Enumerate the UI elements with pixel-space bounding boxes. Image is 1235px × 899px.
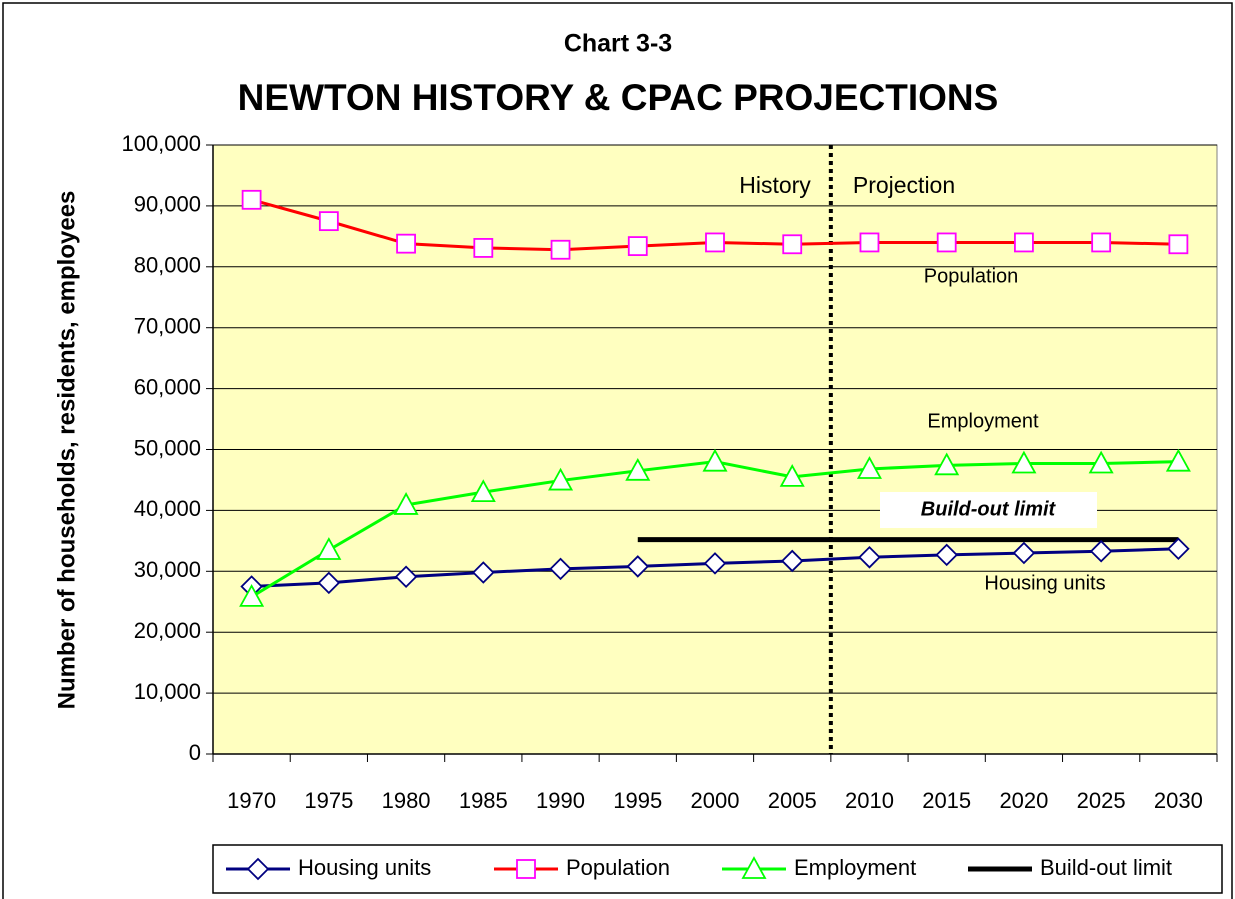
data-point <box>935 543 958 567</box>
y-tick-label: 10,000 <box>134 679 201 704</box>
legend-marker <box>741 856 767 879</box>
legend-item: Employment <box>722 855 916 880</box>
annotation: Build-out limit <box>921 498 1057 520</box>
x-tick-label: 2010 <box>845 788 894 813</box>
annotation: Projection <box>853 172 955 198</box>
legend-box <box>212 844 1223 894</box>
data-point <box>241 189 262 210</box>
y-tick-label: 60,000 <box>134 374 201 399</box>
legend-label: Population <box>566 855 670 880</box>
annotation: Housing units <box>984 572 1105 594</box>
x-tick-label: 1985 <box>459 788 508 813</box>
data-point <box>1014 232 1034 253</box>
data-point <box>780 549 804 573</box>
legend-marker <box>516 859 536 879</box>
data-point <box>1168 234 1189 255</box>
x-tick-label: 2020 <box>999 788 1048 813</box>
data-point <box>1165 448 1191 472</box>
data-point <box>470 479 496 503</box>
annotation: Population <box>924 265 1019 287</box>
data-point <box>779 464 805 487</box>
data-point <box>858 546 881 569</box>
legend-label: Employment <box>794 855 916 880</box>
data-point <box>550 239 571 260</box>
data-point <box>627 236 648 256</box>
data-point <box>856 456 882 479</box>
x-tick-label: 2025 <box>1077 788 1126 813</box>
data-point <box>702 448 728 472</box>
y-tick-label: 100,000 <box>121 131 201 156</box>
data-point <box>1167 537 1190 561</box>
x-tick-label: 1990 <box>536 788 585 813</box>
y-tick-label: 20,000 <box>134 618 201 643</box>
data-point <box>703 552 727 575</box>
data-point <box>396 233 416 254</box>
data-point <box>705 232 725 253</box>
data-point <box>316 537 342 560</box>
data-point <box>1091 232 1112 253</box>
data-point <box>239 584 265 607</box>
data-point <box>1088 450 1114 474</box>
data-point <box>472 561 495 584</box>
data-point <box>1011 450 1037 474</box>
data-point <box>625 457 651 481</box>
legend-label: Housing units <box>298 855 431 880</box>
data-point <box>473 238 494 258</box>
data-point <box>549 557 572 581</box>
data-point <box>1012 541 1036 565</box>
legend-label: Build-out limit <box>1040 855 1172 880</box>
x-tick-label: 1980 <box>382 788 431 813</box>
y-tick-label: 90,000 <box>134 192 201 217</box>
data-point <box>548 467 574 491</box>
data-point <box>318 211 339 232</box>
y-tick-label: 30,000 <box>134 557 201 582</box>
data-point <box>934 452 960 476</box>
legend-item: Build-out limit <box>968 855 1172 880</box>
legend-item: Housing units <box>226 855 431 881</box>
data-point <box>1089 539 1113 563</box>
data-point <box>626 555 650 578</box>
y-axis-label: Number of households, residents, employe… <box>53 191 80 710</box>
legend-marker <box>246 857 270 881</box>
x-tick-label: 1970 <box>227 788 276 813</box>
annotation-box <box>880 492 1097 528</box>
y-tick-label: 80,000 <box>134 253 201 278</box>
legend-item: Population <box>494 855 670 880</box>
chart-title: Chart 3-3 <box>564 30 672 58</box>
y-tick-label: 50,000 <box>134 435 201 460</box>
x-tick-label: 1975 <box>304 788 353 813</box>
data-point <box>394 565 418 589</box>
data-point <box>317 571 341 595</box>
data-point <box>393 492 419 515</box>
data-point <box>936 232 957 253</box>
y-tick-label: 70,000 <box>134 314 201 339</box>
chart-subtitle: NEWTON HISTORY & CPAC PROJECTIONS <box>238 77 999 118</box>
x-tick-label: 2030 <box>1154 788 1203 813</box>
annotation: History <box>739 172 811 198</box>
x-tick-label: 2000 <box>691 788 740 813</box>
data-point <box>782 234 803 255</box>
annotation: Employment <box>927 410 1039 432</box>
y-tick-label: 0 <box>189 740 201 765</box>
y-tick-label: 40,000 <box>134 496 201 521</box>
x-tick-label: 2005 <box>768 788 817 813</box>
x-tick-label: 2015 <box>922 788 971 813</box>
data-point <box>859 232 880 253</box>
x-tick-label: 1995 <box>613 788 662 813</box>
